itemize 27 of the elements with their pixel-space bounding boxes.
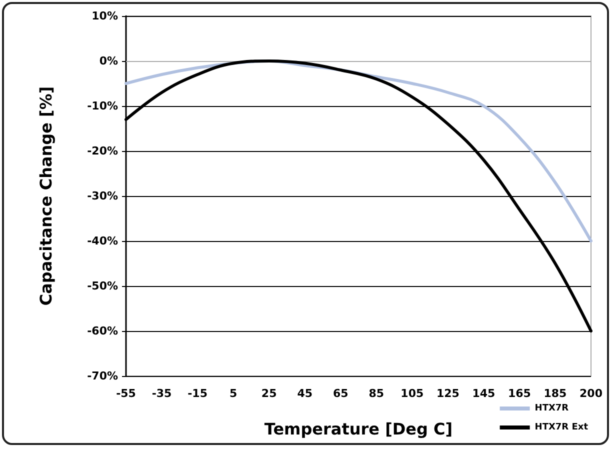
- y-tick-label: -50%: [87, 280, 118, 292]
- x-tick-label: -55: [116, 387, 136, 400]
- x-tick-label: 25: [261, 387, 277, 400]
- x-tick-label: 145: [472, 387, 496, 400]
- x-tick-label: 200: [580, 387, 603, 400]
- y-tick-label: -30%: [87, 190, 118, 202]
- x-tick-label: -15: [188, 387, 208, 400]
- x-tick-label: 85: [368, 387, 384, 400]
- x-tick-label: -35: [152, 387, 172, 400]
- x-tick-label: 105: [400, 387, 424, 400]
- x-tick-label: 65: [332, 387, 348, 400]
- y-tick-label: -60%: [87, 324, 118, 338]
- y-tick-label: 0%: [99, 54, 118, 68]
- y-tick-label: -70%: [87, 370, 118, 382]
- x-tick-label: 185: [544, 387, 567, 400]
- x-tick-label: 45: [297, 387, 312, 400]
- legend-label: HTX7R: [534, 404, 569, 414]
- x-axis-title: Temperature [Deg C]: [264, 420, 453, 438]
- y-tick-label: -40%: [87, 234, 118, 248]
- y-tick-label: -10%: [87, 100, 118, 112]
- x-tick-label: 5: [229, 387, 238, 400]
- legend-label: HTX7R Ext: [534, 422, 589, 432]
- y-axis-title: Capacitance Change [%]: [36, 86, 56, 306]
- x-tick-label: 125: [436, 387, 460, 400]
- y-tick-label: 10%: [92, 10, 118, 22]
- x-tick-label: 165: [508, 387, 531, 400]
- y-tick-label: -20%: [87, 144, 118, 158]
